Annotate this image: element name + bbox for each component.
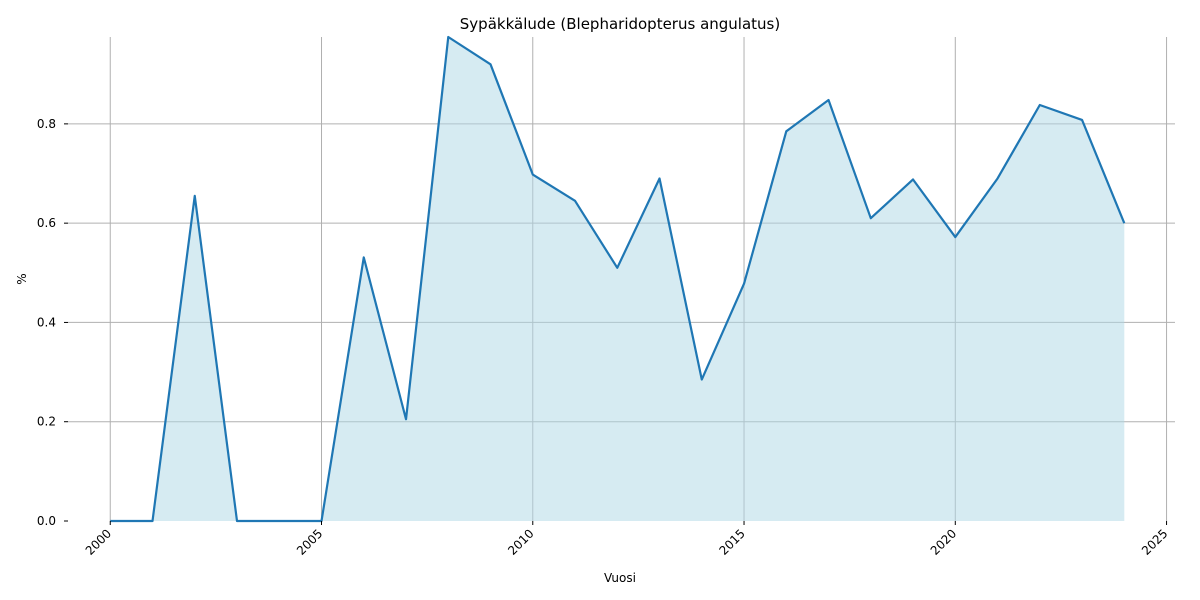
x-tick-label: 2020 bbox=[928, 526, 959, 557]
y-tick-label: 0.0 bbox=[37, 514, 56, 528]
y-axis-title: % bbox=[15, 273, 29, 284]
y-axis: 0.0 0.2 0.4 0.6 0.8 bbox=[37, 117, 68, 528]
x-tick-label: 2010 bbox=[505, 526, 536, 557]
y-tick-label: 0.2 bbox=[37, 415, 56, 429]
y-tick-label: 0.8 bbox=[37, 117, 56, 131]
x-tick-label: 2005 bbox=[294, 526, 325, 557]
chart-title: Sypäkkälude (Blepharidopterus angulatus) bbox=[460, 15, 780, 33]
series-line bbox=[110, 35, 1126, 523]
x-tick-label: 2000 bbox=[83, 526, 114, 557]
y-tick-label: 0.6 bbox=[37, 216, 56, 230]
x-tick-label: 2025 bbox=[1139, 526, 1170, 557]
y-tick-label: 0.4 bbox=[37, 315, 56, 329]
x-axis: 2000 2005 2010 2015 2020 2025 bbox=[83, 521, 1170, 558]
x-axis-title: Vuosi bbox=[604, 571, 636, 585]
x-tick-label: 2015 bbox=[716, 526, 747, 557]
plot-area bbox=[110, 35, 1126, 523]
series-area bbox=[110, 37, 1125, 521]
